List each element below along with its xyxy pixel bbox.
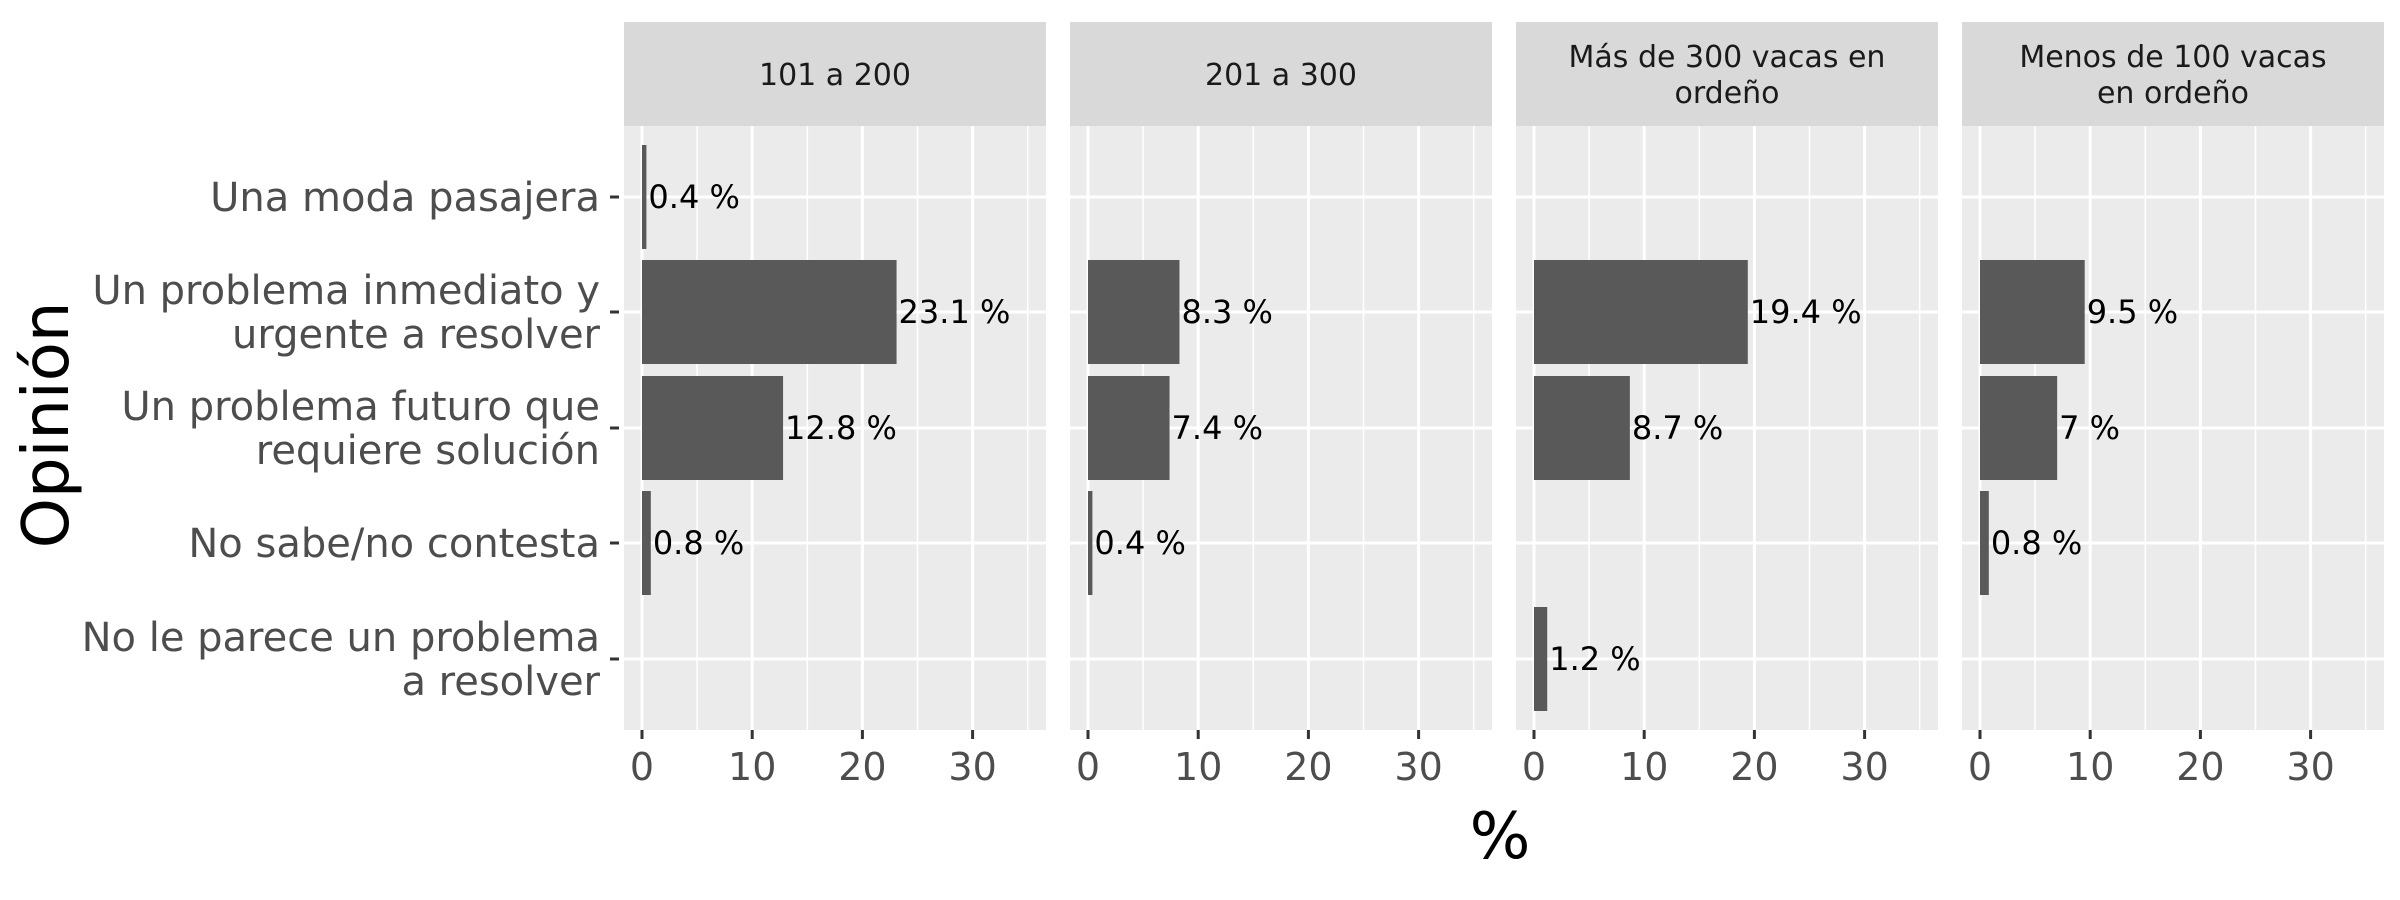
- category-label-line: Un problema inmediato y: [92, 268, 600, 314]
- category-label-line: Una moda pasajera: [210, 175, 600, 221]
- bar: [1534, 607, 1548, 711]
- bar: [1088, 491, 1093, 595]
- category-label: Una moda pasajera: [210, 175, 600, 221]
- x-tick-label: 30: [1394, 745, 1442, 789]
- bar: [642, 260, 897, 364]
- bar-value-label: 8.3 %: [1181, 293, 1272, 331]
- x-tick-label: 30: [1840, 745, 1888, 789]
- bar-value-label: 9.5 %: [2087, 293, 2178, 331]
- category-label: No le parece un problema a resolver: [82, 615, 601, 705]
- facet-strip-label-line: Menos de 100 vacas: [2019, 40, 2326, 75]
- bar-value-label: 8.7 %: [1632, 409, 1723, 447]
- category-label-line: urgente a resolver: [232, 312, 601, 358]
- category-label: No sabe/no contesta: [188, 521, 600, 567]
- category-label-line: a resolver: [401, 659, 600, 705]
- y-axis-title: Opinión: [10, 302, 84, 549]
- x-tick-label: 10: [2066, 745, 2114, 789]
- x-tick-label: 0: [1076, 745, 1100, 789]
- category-label: Un problema inmediato y urgente a resolve…: [92, 268, 600, 358]
- bar: [1980, 376, 2058, 480]
- facet-strip-label-line: 201 a 300: [1205, 58, 1357, 93]
- bar: [1980, 491, 1989, 595]
- facet-panel: 201 a 300 8.3 % 7.4 % 0.4 % 0 10 20 30: [1070, 22, 1492, 789]
- x-tick-label: 20: [838, 745, 886, 789]
- x-tick-label: 0: [1522, 745, 1546, 789]
- bar-value-label: 0.8 %: [653, 524, 744, 562]
- x-tick-label: 10: [1174, 745, 1222, 789]
- facet-strip-label-line: ordeño: [1674, 76, 1779, 111]
- x-axis-title: %: [1470, 800, 1531, 874]
- facet-panel: Más de 300 vacas en ordeño 19.4 % 8.7 % 1.2 …: [1516, 22, 1938, 789]
- bar: [642, 145, 647, 249]
- facet-panel: 101 a 200 0.4 % 23.1 % 12.8 % 0.8 % 0 10 20 30: [624, 22, 1046, 789]
- bar-value-label: 12.8 %: [785, 409, 897, 447]
- bar-value-label: 1.2 %: [1549, 640, 1640, 678]
- x-tick-label: 10: [1620, 745, 1668, 789]
- facet-strip-label-line: 101 a 200: [759, 58, 911, 93]
- category-label: Un problema futuro que requiere solución: [121, 384, 600, 474]
- x-tick-label: 20: [2176, 745, 2224, 789]
- x-tick-label: 10: [728, 745, 776, 789]
- bar: [1088, 260, 1180, 364]
- facet-strip-label: Menos de 100 vacas en ordeño: [2019, 40, 2326, 111]
- facet-strip: [1516, 22, 1938, 126]
- facet-strip-label: Más de 300 vacas en ordeño: [1569, 40, 1886, 111]
- facet-panel: Menos de 100 vacas en ordeño 9.5 % 7 % 0.8 %…: [1962, 22, 2384, 789]
- category-label-line: No sabe/no contesta: [188, 521, 600, 567]
- category-label-line: No le parece un problema: [82, 615, 600, 661]
- bar: [1534, 376, 1630, 480]
- facet-strip-label-line: Más de 300 vacas en: [1569, 40, 1886, 75]
- x-tick-label: 20: [1730, 745, 1778, 789]
- x-tick-label: 30: [2286, 745, 2334, 789]
- bar: [1980, 260, 2085, 364]
- bar-value-label: 23.1 %: [899, 293, 1011, 331]
- facet-strip: [1962, 22, 2384, 126]
- bar-value-label: 7.4 %: [1172, 409, 1263, 447]
- bar-value-label: 0.4 %: [1094, 524, 1185, 562]
- bar-value-label: 0.8 %: [1991, 524, 2082, 562]
- bar: [642, 376, 784, 480]
- facet-strip-label: 201 a 300: [1205, 58, 1357, 93]
- category-label-line: requiere solución: [256, 428, 600, 474]
- bar-value-label: 19.4 %: [1750, 293, 1862, 331]
- facet-strip: [1070, 22, 1492, 126]
- x-tick-label: 30: [948, 745, 996, 789]
- facet-strip: [624, 22, 1046, 126]
- bar-value-label: 0.4 %: [648, 178, 739, 216]
- bar: [1088, 376, 1170, 480]
- facet-strip-label-line: en ordeño: [2097, 76, 2249, 111]
- x-tick-label: 0: [630, 745, 654, 789]
- bar: [642, 491, 651, 595]
- bar-value-label: 7 %: [2059, 409, 2120, 447]
- x-tick-label: 0: [1968, 745, 1992, 789]
- facet-strip-label: 101 a 200: [759, 58, 911, 93]
- x-tick-label: 20: [1284, 745, 1332, 789]
- bar: [1534, 260, 1748, 364]
- category-label-line: Un problema futuro que: [121, 384, 600, 430]
